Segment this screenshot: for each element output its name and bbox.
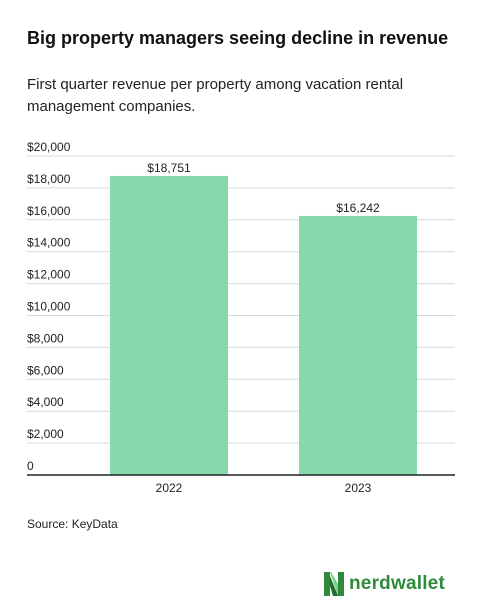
y-tick-label: $14,000 xyxy=(27,236,71,250)
y-tick-label: $12,000 xyxy=(27,268,71,282)
y-tick-label: $16,000 xyxy=(27,204,71,218)
source-note: Source: KeyData xyxy=(27,517,118,531)
brand-name: nerdwallet xyxy=(349,573,445,594)
y-tick-label: 0 xyxy=(27,459,34,473)
data-label: $16,242 xyxy=(336,201,380,215)
y-tick-label: $8,000 xyxy=(27,331,64,345)
bar-2022 xyxy=(110,175,228,475)
x-tick-label: 2022 xyxy=(156,481,183,495)
bar-2023 xyxy=(299,215,417,475)
y-tick-label: $6,000 xyxy=(27,363,64,377)
nerdwallet-n-icon xyxy=(324,572,344,596)
y-tick-label: $2,000 xyxy=(27,427,64,441)
y-tick-label: $4,000 xyxy=(27,395,64,409)
chart-subtitle: First quarter revenue per property among… xyxy=(27,76,404,115)
y-tick-label: $10,000 xyxy=(27,300,71,314)
chart-title: Big property managers seeing decline in … xyxy=(27,28,449,48)
y-tick-label: $18,000 xyxy=(27,172,71,186)
x-tick-label: 2023 xyxy=(345,481,372,495)
y-tick-label: $20,000 xyxy=(27,140,71,154)
brand-logo: nerdwallet xyxy=(324,571,445,597)
data-label: $18,751 xyxy=(147,161,191,175)
